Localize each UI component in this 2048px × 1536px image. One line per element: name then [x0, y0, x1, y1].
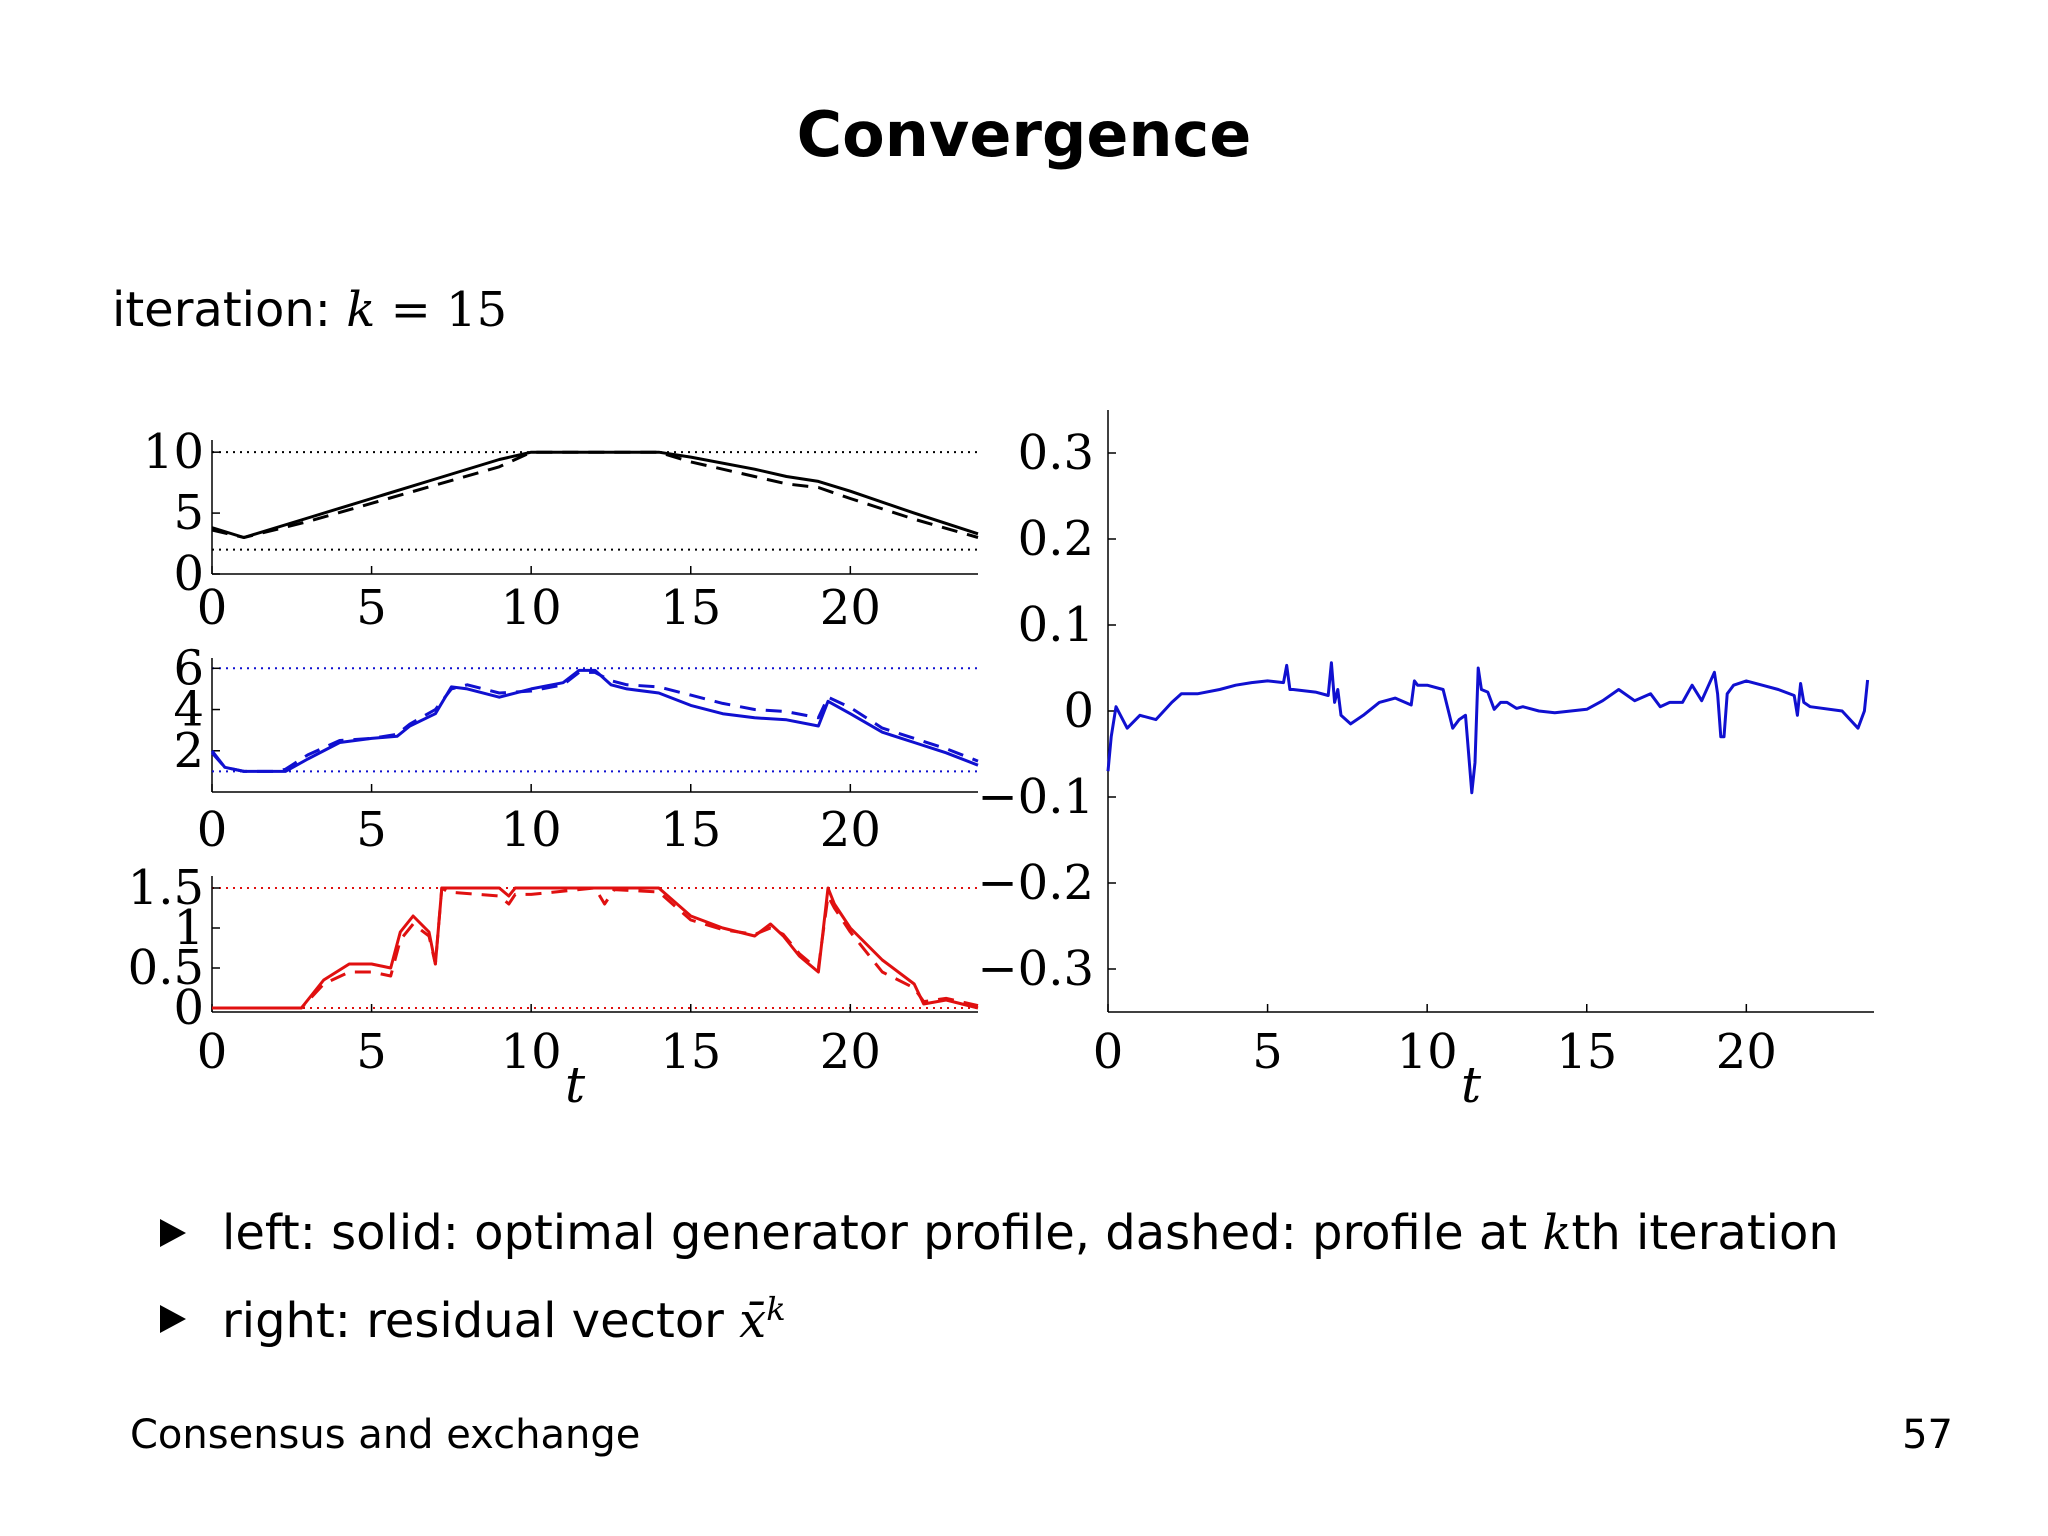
- series-line-solid: [211, 450, 979, 539]
- slide-title: Convergence: [796, 98, 1252, 171]
- y-tick-label: 10: [143, 424, 204, 480]
- x-tick-label: 10: [501, 1024, 562, 1080]
- iteration-expression: k = 15: [346, 282, 507, 338]
- y-tick-label: 0.1: [1018, 597, 1094, 653]
- bullet-1-pre: left: solid: optimal generator profile, …: [222, 1205, 1543, 1261]
- series-line-solid: [210, 668, 979, 773]
- y-tick-label: 0: [173, 980, 204, 1036]
- x-tick-label: 5: [356, 580, 387, 636]
- bullet-triangle-icon: [160, 1219, 186, 1247]
- x-tick-label: 20: [820, 1024, 881, 1080]
- x-tick-label: 15: [660, 580, 721, 636]
- x-tick-label: 10: [501, 802, 562, 858]
- bullet-text-2: right: residual vector x̄k: [222, 1290, 786, 1349]
- x-tick-label: 15: [660, 802, 721, 858]
- bullet-2-var: x̄: [739, 1292, 767, 1349]
- footer-section-title: Consensus and exchange: [130, 1412, 641, 1458]
- y-tick-label: 1: [173, 900, 204, 956]
- bullet-2-pre: right: residual vector: [222, 1292, 740, 1349]
- series-line-solid: [1106, 661, 1870, 795]
- x-tick-label: 15: [660, 1024, 721, 1080]
- x-tick-label: 0: [197, 580, 228, 636]
- bullet-1-var: k: [1542, 1205, 1572, 1261]
- x-tick-label: 0: [197, 1024, 228, 1080]
- x-tick-label: 0: [1093, 1024, 1124, 1080]
- x-axis-label: t: [565, 1056, 586, 1114]
- iteration-line: iteration: k = 15: [112, 282, 507, 338]
- iteration-var: k: [346, 282, 376, 338]
- x-tick-label: 5: [1252, 1024, 1283, 1080]
- y-tick-label: −0.3: [977, 941, 1094, 997]
- y-tick-label: 6: [173, 640, 204, 696]
- y-tick-label: 2: [173, 723, 204, 779]
- series-line-solid: [212, 886, 979, 1010]
- y-tick-label: 0.5: [128, 940, 204, 996]
- y-tick-label: 5: [173, 485, 204, 541]
- x-tick-label: 20: [820, 802, 881, 858]
- bullet-list: left: solid: optimal generator profile, …: [160, 1190, 1839, 1362]
- bullet-item: right: residual vector x̄k: [160, 1276, 1839, 1362]
- bullet-triangle-icon: [160, 1305, 186, 1333]
- bullet-item: left: solid: optimal generator profile, …: [160, 1190, 1839, 1276]
- x-tick-label: 20: [1716, 1024, 1777, 1080]
- y-tick-label: 0: [173, 546, 204, 602]
- page-number: 57: [1902, 1412, 1953, 1458]
- y-tick-label: 4: [173, 682, 204, 738]
- x-axis-label: t: [1461, 1056, 1482, 1114]
- x-tick-label: 0: [197, 802, 228, 858]
- y-tick-label: 0.3: [1018, 425, 1094, 481]
- series-line-dashed: [210, 670, 979, 773]
- iteration-eq: = 15: [375, 282, 508, 338]
- y-tick-label: 0: [1063, 683, 1094, 739]
- bullet-2-sup: k: [766, 1289, 786, 1328]
- y-tick-label: 0.2: [1018, 511, 1094, 567]
- x-tick-label: 15: [1556, 1024, 1617, 1080]
- y-tick-label: 1.5: [128, 860, 204, 916]
- bullet-1-post: th iteration: [1571, 1205, 1839, 1261]
- y-tick-label: −0.2: [977, 855, 1094, 911]
- x-tick-label: 20: [820, 580, 881, 636]
- bullet-text-1: left: solid: optimal generator profile, …: [222, 1205, 1839, 1261]
- y-tick-label: −0.1: [977, 769, 1094, 825]
- series-line-dashed: [212, 886, 979, 1010]
- x-tick-label: 5: [356, 802, 387, 858]
- x-tick-label: 5: [356, 1024, 387, 1080]
- x-tick-label: 10: [1397, 1024, 1458, 1080]
- iteration-label: iteration:: [112, 282, 331, 338]
- x-tick-label: 10: [501, 580, 562, 636]
